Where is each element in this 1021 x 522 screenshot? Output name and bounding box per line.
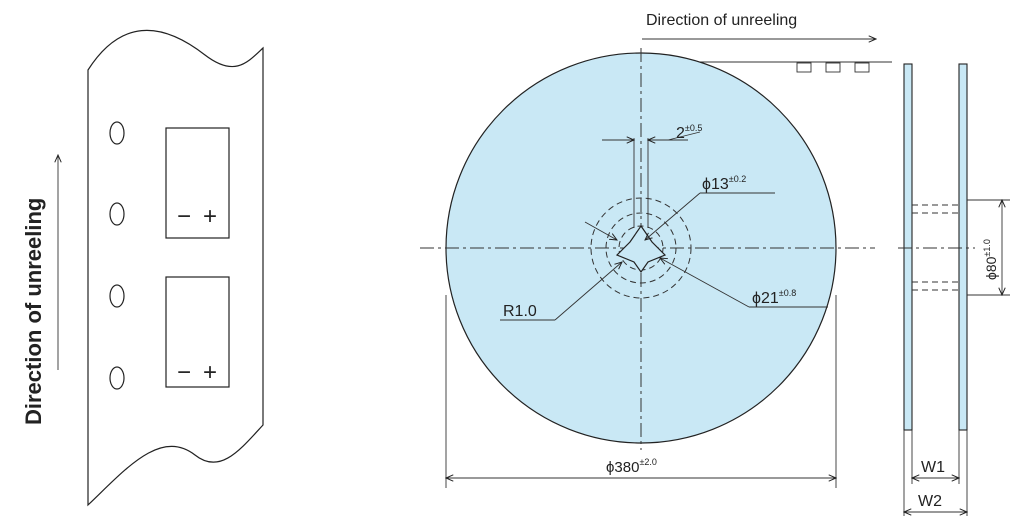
slot-width-label: 2±0.5 bbox=[676, 123, 702, 142]
hub-outer-leader bbox=[660, 258, 750, 308]
hub-outer-label: ϕ21±0.8 bbox=[752, 288, 796, 307]
component-pocket bbox=[165, 276, 230, 388]
minus-symbol: − bbox=[177, 203, 191, 230]
sprocket-hole bbox=[109, 121, 125, 145]
hub-outer-circle bbox=[590, 197, 692, 299]
reel-side-view: ϕ80±1.0 W1 W2 bbox=[898, 63, 1010, 516]
w1-label: W1 bbox=[921, 459, 945, 476]
hub-hole-label: ϕ13±0.2 bbox=[702, 174, 746, 193]
hub-mid-circle bbox=[605, 212, 677, 284]
reel-diameter-label: ϕ380±2.0 bbox=[606, 457, 657, 476]
minus-symbol: − bbox=[177, 359, 191, 386]
tape-pocket bbox=[854, 62, 870, 73]
hub-spindle-hole bbox=[615, 224, 667, 274]
w2-label: W2 bbox=[918, 493, 942, 510]
left-flange bbox=[903, 63, 913, 431]
tape-pocket bbox=[796, 62, 812, 73]
sprocket-hole bbox=[109, 366, 125, 390]
hub-hole-leader bbox=[645, 192, 701, 240]
plus-symbol: + bbox=[203, 359, 217, 386]
radius-tick bbox=[584, 221, 617, 240]
sprocket-hole bbox=[109, 202, 125, 226]
radius-leader bbox=[554, 262, 622, 321]
plus-symbol: + bbox=[203, 203, 217, 230]
slot-leader bbox=[667, 131, 701, 141]
tape-direction: Direction of unreeling bbox=[21, 155, 58, 425]
tape-direction-label: Direction of unreeling bbox=[21, 198, 46, 425]
reel-front-view: Direction of unreeling 2±0.5 ϕ13±0.2 bbox=[420, 12, 892, 488]
tape-outline bbox=[87, 29, 264, 507]
carrier-tape: − + − + bbox=[87, 29, 264, 507]
right-flange bbox=[958, 63, 968, 431]
reel-direction-label: Direction of unreeling bbox=[646, 12, 797, 29]
sprocket-hole bbox=[109, 284, 125, 308]
hub-diameter-label: ϕ80±1.0 bbox=[982, 239, 999, 280]
radius-label: R1.0 bbox=[503, 303, 537, 320]
tape-pocket bbox=[825, 62, 841, 73]
component-pocket bbox=[165, 127, 230, 239]
